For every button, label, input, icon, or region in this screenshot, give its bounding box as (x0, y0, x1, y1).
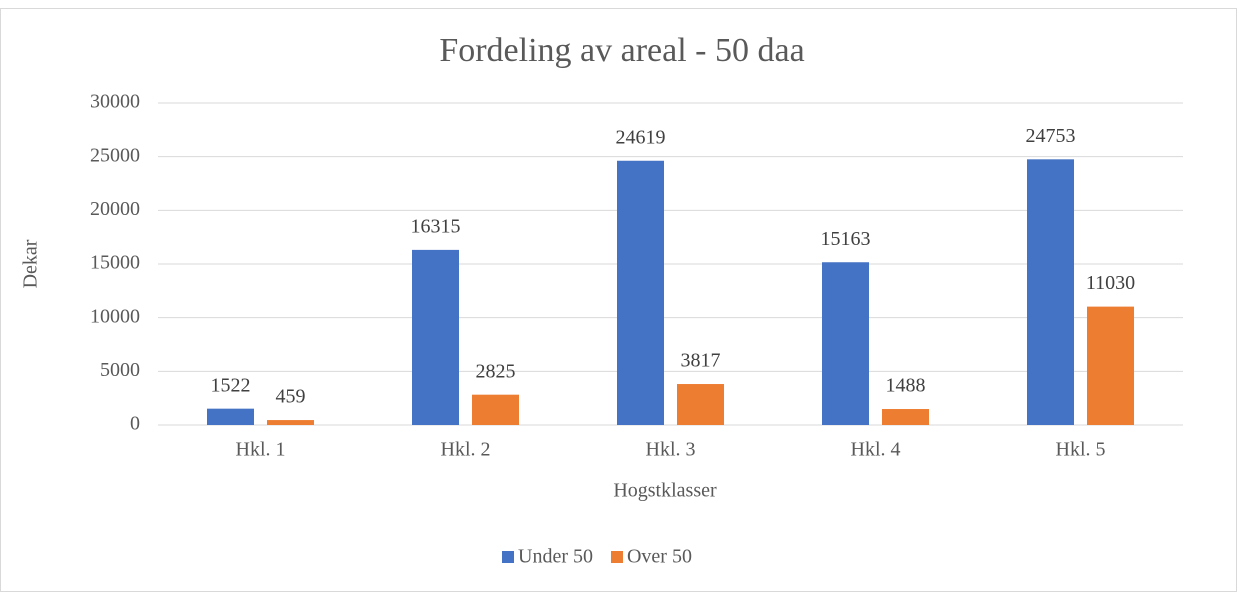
legend-swatch (502, 551, 514, 563)
bar (822, 262, 869, 425)
bar (207, 408, 254, 425)
data-label: 11030 (1086, 272, 1135, 294)
x-axis-label: Hogstklasser (613, 480, 717, 502)
y-tick-label: 25000 (90, 144, 140, 166)
y-tick-label: 10000 (90, 305, 140, 327)
bar (267, 420, 314, 425)
legend-swatch (610, 551, 623, 563)
x-tick-label: Hkl. 3 (646, 439, 696, 461)
y-tick-label: 30000 (90, 91, 140, 113)
chart-title: Fordeling av areal - 50 daa (439, 32, 804, 69)
data-label: 1522 (211, 374, 251, 396)
data-label: 2825 (476, 360, 516, 382)
data-label: 3817 (681, 350, 721, 372)
y-axis-label: Dekar (20, 239, 42, 288)
data-label: 24753 (1026, 125, 1076, 147)
bar (412, 249, 459, 425)
x-tick-label: Hkl. 4 (851, 439, 901, 461)
x-tick-label: Hkl. 5 (1056, 439, 1106, 461)
data-label: 15163 (821, 228, 871, 250)
bar (472, 394, 519, 425)
y-tick-label: 5000 (100, 359, 140, 381)
bar (677, 384, 724, 425)
x-tick-label: Hkl. 1 (236, 439, 286, 461)
y-tick-label: 20000 (90, 198, 140, 220)
legend-label: Over 50 (627, 546, 692, 568)
bar (1087, 306, 1134, 425)
bar (617, 160, 664, 425)
y-tick-label: 15000 (90, 252, 140, 274)
bar (1027, 159, 1074, 425)
legend-label: Under 50 (518, 546, 593, 568)
x-tick-label: Hkl. 2 (441, 439, 491, 461)
data-label: 24619 (616, 126, 666, 148)
y-tick-label: 0 (130, 413, 140, 435)
bar (882, 409, 929, 425)
data-label: 16315 (411, 215, 461, 237)
data-label: 1488 (886, 375, 926, 397)
data-label: 459 (276, 386, 306, 408)
